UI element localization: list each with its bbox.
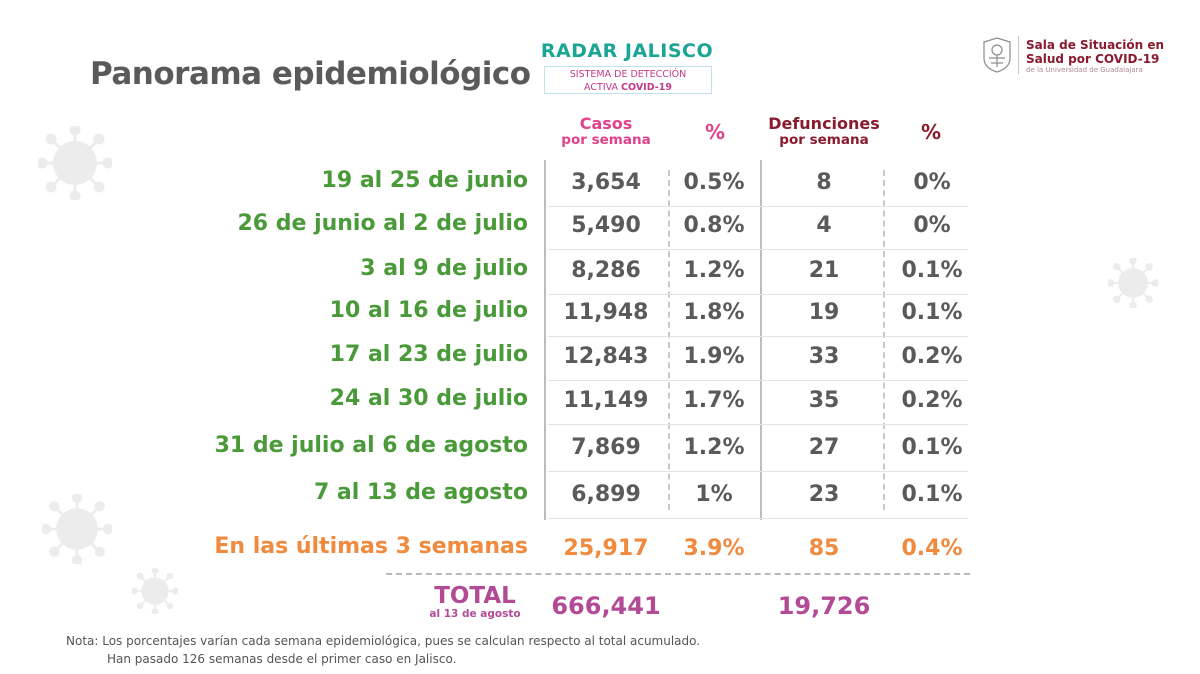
row-pct: 1.9% (683, 344, 745, 369)
row-pct-def: 0.2% (901, 388, 963, 413)
summary-def: 85 (808, 536, 840, 561)
header-pct-casos: % (704, 120, 726, 144)
summary-label: En las últimas 3 semanas (214, 534, 528, 559)
note-line1: Nota: Los porcentajes varían cada semana… (66, 634, 701, 648)
row-pct-def: 0.2% (901, 344, 963, 369)
row-pct-def: 0.1% (901, 482, 963, 507)
radar-subtitle-line2: ACTIVA COVID-19 (584, 82, 672, 93)
row-pct-def: 0.1% (901, 300, 963, 325)
table-row: 3 al 9 de julio 8,286 1.2% 21 0.1% (0, 256, 1200, 296)
row-def: 33 (808, 344, 840, 369)
row-def: 35 (808, 388, 840, 413)
row-pct: 1.2% (683, 435, 745, 460)
row-separator (548, 380, 968, 381)
row-pct: 1.7% (683, 388, 745, 413)
radar-subtitle-line1: SISTEMA DE DETECCIÓN (569, 69, 687, 80)
row-casos: 12,843 (563, 344, 649, 369)
row-label: 7 al 13 de agosto (313, 480, 528, 505)
table-row: 19 al 25 de junio 3,654 0.5% 8 0% (0, 168, 1200, 208)
virus-icon (1108, 258, 1158, 308)
row-casos: 8,286 (571, 258, 641, 283)
row-label: 26 de junio al 2 de julio (237, 211, 528, 236)
row-label: 19 al 25 de junio (321, 168, 528, 193)
header-pct-defunciones: % (920, 120, 942, 144)
row-casos: 11,948 (563, 300, 649, 325)
row-label: 24 al 30 de julio (329, 386, 528, 411)
row-casos: 7,869 (571, 435, 641, 460)
sala-line1: Sala de Situación en (1026, 38, 1165, 52)
table-row: 26 de junio al 2 de julio 5,490 0.8% 4 0% (0, 211, 1200, 251)
virus-icon (38, 126, 112, 200)
summary-casos: 25,917 (563, 536, 649, 561)
column-divider (544, 160, 546, 520)
virus-icon (132, 568, 178, 614)
row-pct-def: 0.1% (901, 258, 963, 283)
row-label: 3 al 9 de julio (360, 256, 528, 281)
row-label: 31 de julio al 6 de agosto (214, 433, 528, 458)
row-casos: 5,490 (571, 213, 641, 238)
radar-subtitle-box: SISTEMA DE DETECCIÓN ACTIVA COVID-19 (544, 66, 712, 94)
total-defunciones: 19,726 (777, 592, 871, 620)
summary-row: En las últimas 3 semanas 25,917 3.9% 85 … (0, 534, 1200, 574)
summary-pct-def: 0.4% (901, 536, 963, 561)
table-row: 31 de julio al 6 de agosto 7,869 1.2% 27 0.1… (0, 433, 1200, 473)
logo-divider (1018, 36, 1019, 74)
header-defunciones: Defunciones por semana (768, 114, 880, 148)
page-title: Panorama epidemiológico (90, 56, 531, 92)
row-def: 27 (808, 435, 840, 460)
table-row: 7 al 13 de agosto 6,899 1% 23 0.1% (0, 480, 1200, 520)
row-def: 23 (808, 482, 840, 507)
column-divider-dashed (668, 170, 670, 510)
row-pct: 1% (695, 482, 733, 507)
row-pct-def: 0% (913, 170, 951, 195)
row-separator (548, 336, 968, 337)
row-pct: 1.8% (683, 300, 745, 325)
row-pct: 0.8% (683, 213, 745, 238)
column-divider (760, 160, 762, 520)
row-def: 8 (816, 170, 832, 195)
note-line2: Han pasado 126 semanas desde el primer c… (107, 652, 457, 666)
row-separator (548, 518, 968, 519)
total-label: TOTAL al 13 de agosto (429, 583, 521, 620)
header-casos: Casos por semana (561, 114, 651, 148)
row-def: 19 (808, 300, 840, 325)
table-row: 24 al 30 de julio 11,149 1.7% 35 0.2% (0, 386, 1200, 426)
column-divider-dashed (883, 170, 885, 510)
row-separator (548, 471, 968, 472)
row-separator (548, 249, 968, 250)
total-divider (386, 573, 970, 575)
summary-pct: 3.9% (683, 536, 745, 561)
table-row: 10 al 16 de julio 11,948 1.8% 19 0.1% (0, 298, 1200, 338)
radar-jalisco-title: RADAR JALISCO (540, 40, 714, 62)
sala-line2: Salud por COVID-19 (1026, 52, 1160, 66)
sala-line3: de la Universidad de Guadalajara (1026, 66, 1143, 74)
row-separator (548, 424, 968, 425)
table-row: 17 al 23 de julio 12,843 1.9% 33 0.2% (0, 342, 1200, 382)
row-casos: 6,899 (571, 482, 641, 507)
row-casos: 11,149 (563, 388, 649, 413)
row-label: 17 al 23 de julio (329, 342, 528, 367)
row-separator (548, 294, 968, 295)
row-def: 4 (816, 213, 832, 238)
row-pct-def: 0% (913, 213, 951, 238)
row-pct: 0.5% (683, 170, 745, 195)
row-def: 21 (808, 258, 840, 283)
row-separator (548, 206, 968, 207)
row-label: 10 al 16 de julio (329, 298, 528, 323)
total-casos: 666,441 (551, 592, 661, 620)
row-pct: 1.2% (683, 258, 745, 283)
udg-seal-icon (983, 37, 1011, 73)
virus-icon (42, 494, 112, 564)
row-casos: 3,654 (571, 170, 641, 195)
row-pct-def: 0.1% (901, 435, 963, 460)
